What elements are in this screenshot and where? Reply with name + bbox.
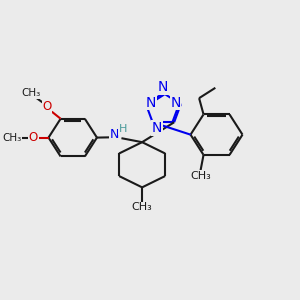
Text: N: N [152,121,162,135]
Text: N: N [110,128,119,141]
Text: CH₃: CH₃ [3,133,22,142]
Text: CH₃: CH₃ [190,171,211,181]
Text: CH₃: CH₃ [22,88,41,98]
Text: N: N [158,80,168,94]
Text: O: O [42,100,52,113]
Text: O: O [29,131,38,144]
Text: H: H [118,124,127,134]
Text: CH₃: CH₃ [132,202,152,212]
Text: N: N [146,95,157,110]
Text: N: N [170,95,181,110]
